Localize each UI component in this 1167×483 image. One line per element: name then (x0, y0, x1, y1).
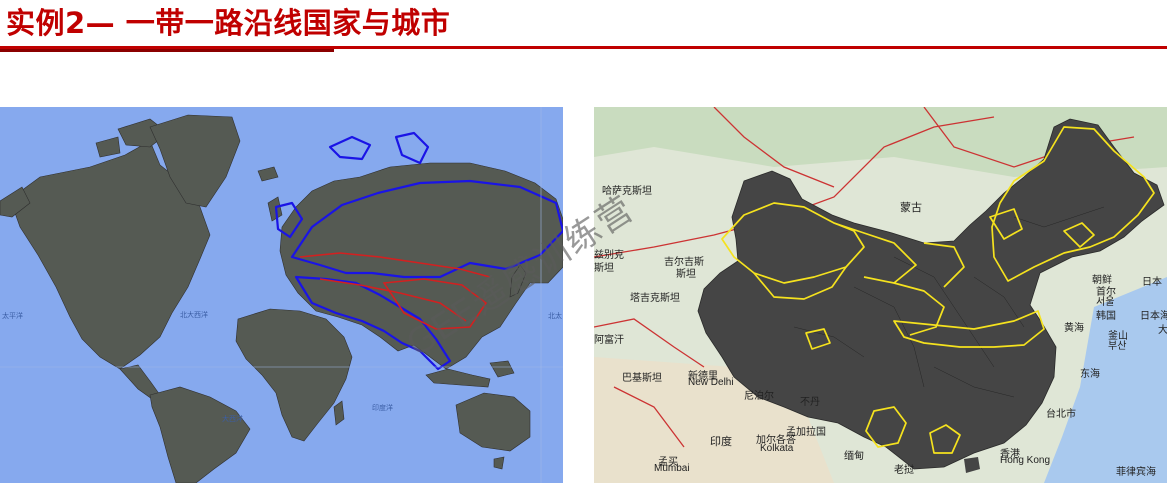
label-bhutan: 不丹 (800, 397, 820, 408)
label-mumbai: Mumbai (654, 463, 690, 474)
label-hong-kong: Hong Kong (1000, 455, 1051, 466)
label-kazakhstan: 哈萨克斯坦 (602, 186, 652, 197)
label-osaka: 大 (1158, 325, 1167, 336)
label-taipei: 台北市 (1046, 409, 1076, 420)
label-east-sea: 东海 (1080, 369, 1100, 380)
label-mumbai-cn: 孟买 (658, 457, 678, 468)
label-pacific-west: 太平洋 (2, 313, 23, 320)
label-seoul: 서울 (1096, 297, 1115, 308)
label-atlantic: 大西洋 (222, 416, 243, 423)
label-kyrgyzstan: 吉尔吉斯 (664, 257, 704, 268)
label-new-delhi-cn: 新德里 (688, 371, 718, 382)
china-region-map-graphic (594, 107, 1167, 483)
world-map-graphic (0, 107, 563, 483)
label-nepal: 尼泊尔 (744, 391, 774, 402)
label-laos: 老挝 (894, 465, 914, 476)
label-afghanistan: 阿富汗 (594, 335, 624, 346)
title-underline-accent (0, 49, 334, 52)
label-north-pacific: 北太 (548, 313, 562, 320)
china-region-map-panel[interactable]: 哈萨克斯坦 蒙古 兹别克 斯坦 吉尔吉斯 斯坦 塔吉克斯坦 阿富汗 巴基斯坦 新… (594, 107, 1167, 483)
label-hong-kong-cn: 香港 (1000, 449, 1020, 460)
page-title: 实例2— 一带一路沿线国家与城市 (6, 6, 451, 40)
label-japan-sea: 日本海 (1140, 311, 1167, 322)
label-mongolia: 蒙古 (900, 202, 922, 214)
label-kyrgyzstan-2: 斯坦 (676, 269, 696, 280)
title-underline (0, 46, 1167, 49)
label-kolkata-cn: 加尔各答 (756, 435, 796, 446)
label-yellow-sea: 黄海 (1064, 323, 1084, 334)
label-uzbekistan: 兹别克 (594, 250, 624, 261)
label-south-korea: 韩国 (1096, 311, 1116, 322)
label-north-korea: 朝鲜 (1092, 275, 1112, 286)
label-new-delhi: New Delhi (688, 377, 734, 388)
label-india: 印度 (710, 436, 732, 448)
label-tajikistan: 塔吉克斯坦 (630, 293, 680, 304)
label-busan: 부산 (1108, 341, 1127, 352)
label-japan: 日本 (1142, 277, 1162, 288)
label-seoul-cn: 首尔 (1096, 287, 1116, 298)
label-bangladesh: 孟加拉国 (786, 427, 826, 438)
label-pakistan: 巴基斯坦 (622, 373, 662, 384)
label-philippine-sea: 菲律宾海 (1116, 467, 1156, 478)
label-busan-cn: 釜山 (1108, 331, 1128, 342)
label-kolkata: Kolkata (760, 443, 794, 454)
label-uzbekistan-2: 斯坦 (594, 263, 614, 274)
label-myanmar: 缅甸 (844, 451, 864, 462)
label-north-atlantic: 北大西洋 (180, 312, 208, 319)
world-map-panel[interactable]: 太平洋 北大西洋 大西洋 印度洋 北太 (0, 107, 563, 483)
label-indian-ocean: 印度洋 (372, 405, 393, 412)
